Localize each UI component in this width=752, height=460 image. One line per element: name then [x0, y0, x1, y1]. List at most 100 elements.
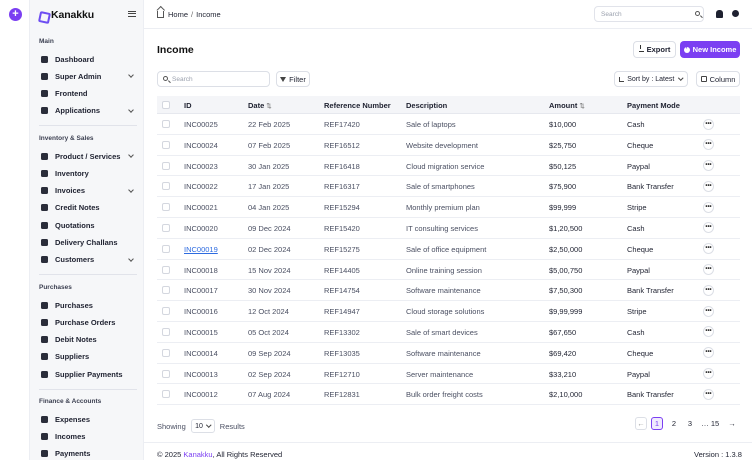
- sidebar-item[interactable]: Purchases: [41, 298, 137, 312]
- row-checkbox[interactable]: [162, 244, 170, 253]
- header-amount[interactable]: Amount ⇅: [549, 101, 585, 110]
- more-actions-icon[interactable]: •••: [703, 347, 714, 359]
- row-checkbox[interactable]: [162, 140, 170, 149]
- table-row[interactable]: INC00023 30 Jan 2025 REF16418 Cloud migrati…: [157, 155, 740, 177]
- table-row[interactable]: INC00019 02 Dec 2024 REF15275 Sale of offic…: [157, 238, 740, 260]
- income-id-link[interactable]: INC00019: [184, 244, 218, 254]
- filter-button[interactable]: Filter: [276, 71, 310, 87]
- copyright-brand-link[interactable]: Kanakku: [183, 450, 213, 459]
- row-checkbox[interactable]: [162, 327, 170, 336]
- row-checkbox[interactable]: [162, 307, 170, 316]
- sidebar-item[interactable]: Super Admin: [41, 69, 137, 83]
- table-row[interactable]: INC00020 09 Dec 2024 REF15420 IT consulting…: [157, 217, 740, 239]
- row-checkbox[interactable]: [162, 390, 170, 399]
- more-actions-icon[interactable]: •••: [703, 222, 714, 234]
- sort-dropdown[interactable]: Sort by : Latest: [614, 71, 688, 87]
- more-actions-icon[interactable]: •••: [703, 201, 714, 213]
- row-checkbox[interactable]: [162, 265, 170, 274]
- income-id-link[interactable]: INC00012: [184, 390, 218, 400]
- income-id-link[interactable]: INC00016: [184, 307, 218, 317]
- row-checkbox[interactable]: [162, 203, 170, 212]
- more-actions-icon[interactable]: •••: [703, 388, 714, 400]
- sidebar-item[interactable]: Debit Notes: [41, 333, 137, 347]
- header-date[interactable]: Date ⇅: [248, 101, 272, 110]
- more-actions-icon[interactable]: •••: [703, 139, 714, 151]
- page-size-select[interactable]: 10: [190, 419, 215, 433]
- income-id-link[interactable]: INC00025: [184, 120, 218, 129]
- chevron-down-icon[interactable]: [128, 186, 134, 193]
- notification-bell-icon[interactable]: [716, 10, 723, 18]
- more-actions-icon[interactable]: •••: [703, 264, 714, 276]
- breadcrumb-home[interactable]: Home: [168, 10, 189, 19]
- brand[interactable]: Kanakku: [39, 7, 94, 23]
- prev-page-button[interactable]: ←: [635, 417, 647, 430]
- table-row[interactable]: INC00017 30 Nov 2024 REF14754 Software main…: [157, 280, 740, 302]
- more-actions-icon[interactable]: •••: [703, 160, 714, 172]
- sidebar-item[interactable]: Payments: [41, 447, 137, 460]
- table-row[interactable]: INC00018 15 Nov 2024 REF14405 Online traini…: [157, 259, 740, 281]
- row-checkbox[interactable]: [162, 348, 170, 357]
- row-checkbox[interactable]: [162, 286, 170, 295]
- menu-toggle-icon[interactable]: [128, 11, 136, 17]
- new-income-button[interactable]: New Income: [680, 41, 740, 58]
- table-row[interactable]: INC00025 22 Feb 2025 REF17420 Sale of lapto…: [157, 114, 740, 135]
- table-row[interactable]: INC00024 07 Feb 2025 REF16512 Website devel…: [157, 134, 740, 156]
- sort-arrows-icon[interactable]: ⇅: [579, 103, 585, 110]
- sidebar-item[interactable]: Inventory: [41, 166, 137, 180]
- table-row[interactable]: INC00021 04 Jan 2025 REF15294 Monthly premi…: [157, 197, 740, 218]
- next-page-button[interactable]: →: [728, 419, 736, 428]
- income-id-link[interactable]: INC00013: [184, 369, 218, 379]
- income-id-link[interactable]: INC00018: [184, 265, 218, 275]
- table-row[interactable]: INC00014 09 Sep 2024 REF13035 Software main…: [157, 342, 740, 364]
- settings-gear-icon[interactable]: [732, 10, 739, 17]
- income-id-link[interactable]: INC00024: [184, 140, 218, 150]
- table-search-input[interactable]: Search: [157, 71, 270, 87]
- income-id-link[interactable]: INC00023: [184, 161, 218, 171]
- more-actions-icon[interactable]: •••: [703, 305, 714, 317]
- sidebar-item[interactable]: Delivery Challans: [41, 235, 137, 249]
- chevron-down-icon[interactable]: [128, 106, 134, 113]
- column-button[interactable]: Column: [696, 71, 740, 87]
- more-actions-icon[interactable]: •••: [703, 118, 714, 130]
- row-checkbox[interactable]: [162, 182, 170, 191]
- more-actions-icon[interactable]: •••: [703, 243, 714, 255]
- row-checkbox[interactable]: [162, 120, 170, 128]
- income-id-link[interactable]: INC00015: [184, 327, 218, 337]
- more-actions-icon[interactable]: •••: [703, 326, 714, 338]
- home-icon[interactable]: [157, 11, 164, 18]
- page-button[interactable]: 1: [651, 417, 663, 430]
- more-actions-icon[interactable]: •••: [703, 180, 714, 192]
- sidebar-item[interactable]: Customers: [41, 253, 137, 267]
- table-row[interactable]: INC00013 02 Sep 2024 REF12710 Server mainte…: [157, 363, 740, 385]
- chevron-down-icon[interactable]: [128, 152, 134, 158]
- select-all-checkbox[interactable]: [162, 101, 170, 109]
- page-button[interactable]: 2: [671, 419, 677, 428]
- income-id-link[interactable]: INC00020: [184, 223, 218, 233]
- row-checkbox[interactable]: [162, 161, 170, 170]
- sidebar-item[interactable]: Quotations: [41, 218, 137, 232]
- add-icon[interactable]: +: [9, 8, 22, 21]
- sidebar-item[interactable]: Credit Notes: [41, 201, 137, 215]
- income-id-link[interactable]: INC00014: [184, 348, 218, 358]
- page-button[interactable]: 15: [710, 419, 720, 428]
- export-button[interactable]: Export: [633, 41, 676, 58]
- sidebar-item[interactable]: Supplier Payments: [41, 367, 137, 381]
- row-checkbox[interactable]: [162, 223, 170, 232]
- sidebar-item[interactable]: Incomes: [41, 429, 137, 443]
- table-row[interactable]: INC00022 17 Jan 2025 REF16317 Sale of smart…: [157, 176, 740, 198]
- table-row[interactable]: INC00012 07 Aug 2024 REF12831 Bulk order fr…: [157, 384, 740, 406]
- table-row[interactable]: INC00016 12 Oct 2024 REF14947 Cloud storage…: [157, 301, 740, 322]
- more-actions-icon[interactable]: •••: [703, 284, 714, 296]
- more-actions-icon[interactable]: •••: [703, 368, 714, 380]
- sort-arrows-icon[interactable]: ⇅: [266, 103, 272, 110]
- global-search-input[interactable]: Search: [594, 6, 704, 22]
- table-row[interactable]: INC00015 05 Oct 2024 REF13302 Sale of smart…: [157, 321, 740, 343]
- sidebar-item[interactable]: Dashboard: [41, 52, 137, 66]
- chevron-down-icon[interactable]: [128, 255, 134, 262]
- sidebar-item[interactable]: Invoices: [41, 184, 137, 198]
- sidebar-item[interactable]: Product / Services: [41, 149, 137, 163]
- row-checkbox[interactable]: [162, 369, 170, 378]
- page-button[interactable]: 3: [687, 419, 693, 428]
- income-id-link[interactable]: INC00021: [184, 203, 218, 213]
- chevron-down-icon[interactable]: [128, 72, 134, 79]
